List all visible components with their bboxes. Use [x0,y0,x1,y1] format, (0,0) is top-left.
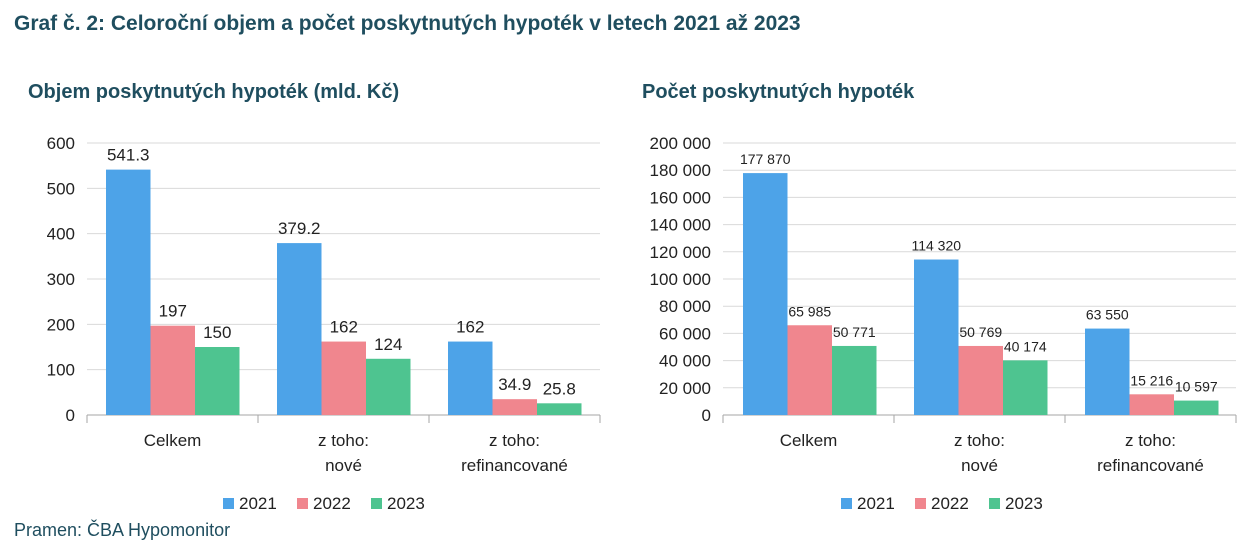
legend-label: 2022 [931,494,969,513]
x-category-label: nové [325,456,362,475]
x-category-label: z toho: [318,431,369,450]
y-tick-label: 80 000 [659,297,711,316]
y-tick-label: 300 [47,270,75,289]
y-tick-label: 40 000 [659,352,711,371]
x-category-label: refinancované [1097,456,1204,475]
data-label: 197 [159,302,187,321]
y-tick-label: 0 [702,406,711,425]
x-category-label: refinancované [461,456,568,475]
y-tick-label: 100 000 [650,270,711,289]
data-label: 541.3 [107,146,150,165]
data-label: 124 [374,335,402,354]
x-category-label: nové [961,456,998,475]
y-tick-label: 200 [47,315,75,334]
legend-label: 2021 [857,494,895,513]
bar [787,325,832,415]
bar [537,403,582,415]
data-label: 15 216 [1130,372,1173,388]
legend-label: 2023 [1005,494,1043,513]
bar [150,325,195,415]
data-label: 10 597 [1175,379,1218,395]
bar [492,399,537,415]
x-category-label: z toho: [954,431,1005,450]
legend-swatch [989,498,1000,509]
y-tick-label: 160 000 [650,188,711,207]
bar [106,169,151,415]
data-label: 50 771 [833,324,876,340]
data-label: 65 985 [788,303,831,319]
bar [832,345,877,415]
legend-label: 2022 [313,494,351,513]
legend-swatch [841,498,852,509]
legend-swatch [297,498,308,509]
data-label: 34.9 [498,375,531,394]
source-note: Pramen: ČBA Hypomonitor [14,520,231,540]
legend-label: 2021 [239,494,277,513]
data-label: 162 [456,318,484,337]
bar [743,173,788,415]
legend-swatch [371,498,382,509]
data-label: 162 [330,318,358,337]
y-tick-label: 0 [66,406,75,425]
bar [1003,360,1048,415]
x-category-label: z toho: [1125,431,1176,450]
x-category-label: z toho: [489,431,540,450]
chart-title-volume: Objem poskytnutých hypoték (mld. Kč) [28,81,400,103]
bar [321,341,366,415]
x-category-label: Celkem [144,431,202,450]
x-category-label: Celkem [780,431,838,450]
bar [914,259,959,415]
data-label: 50 769 [959,324,1002,340]
bar [1129,394,1174,415]
page-title: Graf č. 2: Celoroční objem a počet posky… [14,12,801,35]
data-label: 40 174 [1004,338,1047,354]
y-tick-label: 400 [47,225,75,244]
y-tick-label: 100 [47,361,75,380]
y-tick-label: 180 000 [650,161,711,180]
bar [1174,400,1219,415]
data-label: 25.8 [543,379,576,398]
bar [1085,328,1130,415]
y-tick-label: 120 000 [650,243,711,262]
bar [366,358,411,415]
y-tick-label: 600 [47,134,75,153]
y-tick-label: 500 [47,179,75,198]
legend-label: 2023 [387,494,425,513]
y-tick-label: 60 000 [659,324,711,343]
data-label: 177 870 [740,151,791,167]
legend-swatch [915,498,926,509]
chart-title-count: Počet poskytnutých hypoték [642,81,915,103]
data-label: 114 320 [911,238,961,254]
bar [277,243,322,415]
y-tick-label: 20 000 [659,379,711,398]
bar [958,345,1003,415]
data-label: 63 550 [1086,307,1129,323]
data-label: 150 [203,323,231,342]
y-tick-label: 140 000 [650,216,711,235]
y-tick-label: 200 000 [650,134,711,153]
bar [448,341,493,415]
bar [195,347,240,415]
legend-swatch [223,498,234,509]
data-label: 379.2 [278,219,321,238]
